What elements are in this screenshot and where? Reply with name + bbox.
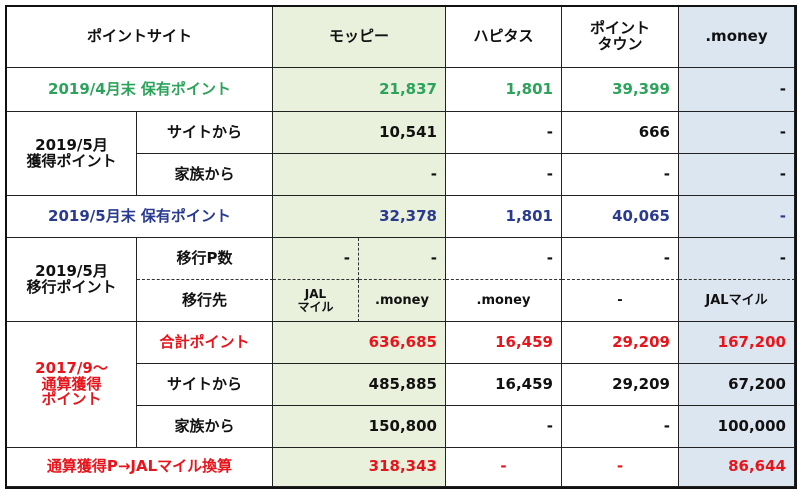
may-earned-site-money: -: [679, 112, 795, 154]
may-transfer-count-money: -: [679, 238, 795, 280]
may-transfer-dest-money: JALマイル: [679, 280, 795, 322]
cumulative-total-hapitas: 16,459: [446, 322, 562, 364]
may-transfer-count-moppy-b: -: [359, 238, 446, 280]
apr-label: 2019/4月末 保有ポイント: [7, 68, 273, 112]
may-end-label: 2019/5月末 保有ポイント: [7, 196, 273, 238]
header-pointtown: ポイント タウン: [562, 7, 679, 68]
may-transfer-label: 2019/5月 移行ポイント: [7, 238, 137, 322]
jal-money: 86,644: [679, 448, 795, 487]
apr-moppy: 21,837: [273, 68, 446, 112]
may-earned-site-pointtown: 666: [562, 112, 679, 154]
cumulative-family-money: 100,000: [679, 406, 795, 448]
cumulative-family-hapitas: -: [446, 406, 562, 448]
header-moppy: モッピー: [273, 7, 446, 68]
may-transfer-count-pointtown: -: [562, 238, 679, 280]
cumulative-site-hapitas: 16,459: [446, 364, 562, 406]
may-earned-family-money: -: [679, 154, 795, 196]
may-transfer-dest-moppy-a: JAL マイル: [273, 280, 359, 322]
may-end-pointtown: 40,065: [562, 196, 679, 238]
may-transfer-dest-moppy-b: .money: [359, 280, 446, 322]
may-end-money: -: [679, 196, 795, 238]
may-transfer-dest-pointtown: -: [562, 280, 679, 322]
may-earned-family-moppy: -: [273, 154, 446, 196]
jal-moppy: 318,343: [273, 448, 446, 487]
cumulative-site-money: 67,200: [679, 364, 795, 406]
cumulative-family-label: 家族から: [137, 406, 273, 448]
header-site: ポイントサイト: [7, 7, 273, 68]
cumulative-site-pointtown: 29,209: [562, 364, 679, 406]
may-earned-site-label: サイトから: [137, 112, 273, 154]
cumulative-family-pointtown: -: [562, 406, 679, 448]
may-end-hapitas: 1,801: [446, 196, 562, 238]
may-transfer-count-moppy-a: -: [273, 238, 359, 280]
may-earned-family-hapitas: -: [446, 154, 562, 196]
jal-label: 通算獲得P→JALマイル換算: [7, 448, 273, 487]
may-earned-label: 2019/5月 獲得ポイント: [7, 112, 137, 196]
header-money: .money: [679, 7, 795, 68]
cumulative-label: 2017/9～ 通算獲得 ポイント: [7, 322, 137, 448]
may-transfer-count-hapitas: -: [446, 238, 562, 280]
apr-pointtown: 39,399: [562, 68, 679, 112]
cumulative-site-moppy: 485,885: [273, 364, 446, 406]
may-earned-site-hapitas: -: [446, 112, 562, 154]
may-end-moppy: 32,378: [273, 196, 446, 238]
may-transfer-dest-hapitas: .money: [446, 280, 562, 322]
apr-money: -: [679, 68, 795, 112]
cumulative-family-moppy: 150,800: [273, 406, 446, 448]
cumulative-total-label: 合計ポイント: [137, 322, 273, 364]
may-transfer-count-label: 移行P数: [137, 238, 273, 280]
apr-hapitas: 1,801: [446, 68, 562, 112]
may-earned-family-pointtown: -: [562, 154, 679, 196]
may-earned-site-moppy: 10,541: [273, 112, 446, 154]
cumulative-total-moppy: 636,685: [273, 322, 446, 364]
cumulative-site-label: サイトから: [137, 364, 273, 406]
cumulative-total-money: 167,200: [679, 322, 795, 364]
jal-pointtown: -: [562, 448, 679, 487]
may-earned-family-label: 家族から: [137, 154, 273, 196]
jal-hapitas: -: [446, 448, 562, 487]
cumulative-total-pointtown: 29,209: [562, 322, 679, 364]
header-hapitas: ハピタス: [446, 7, 562, 68]
may-transfer-dest-label: 移行先: [137, 280, 273, 322]
